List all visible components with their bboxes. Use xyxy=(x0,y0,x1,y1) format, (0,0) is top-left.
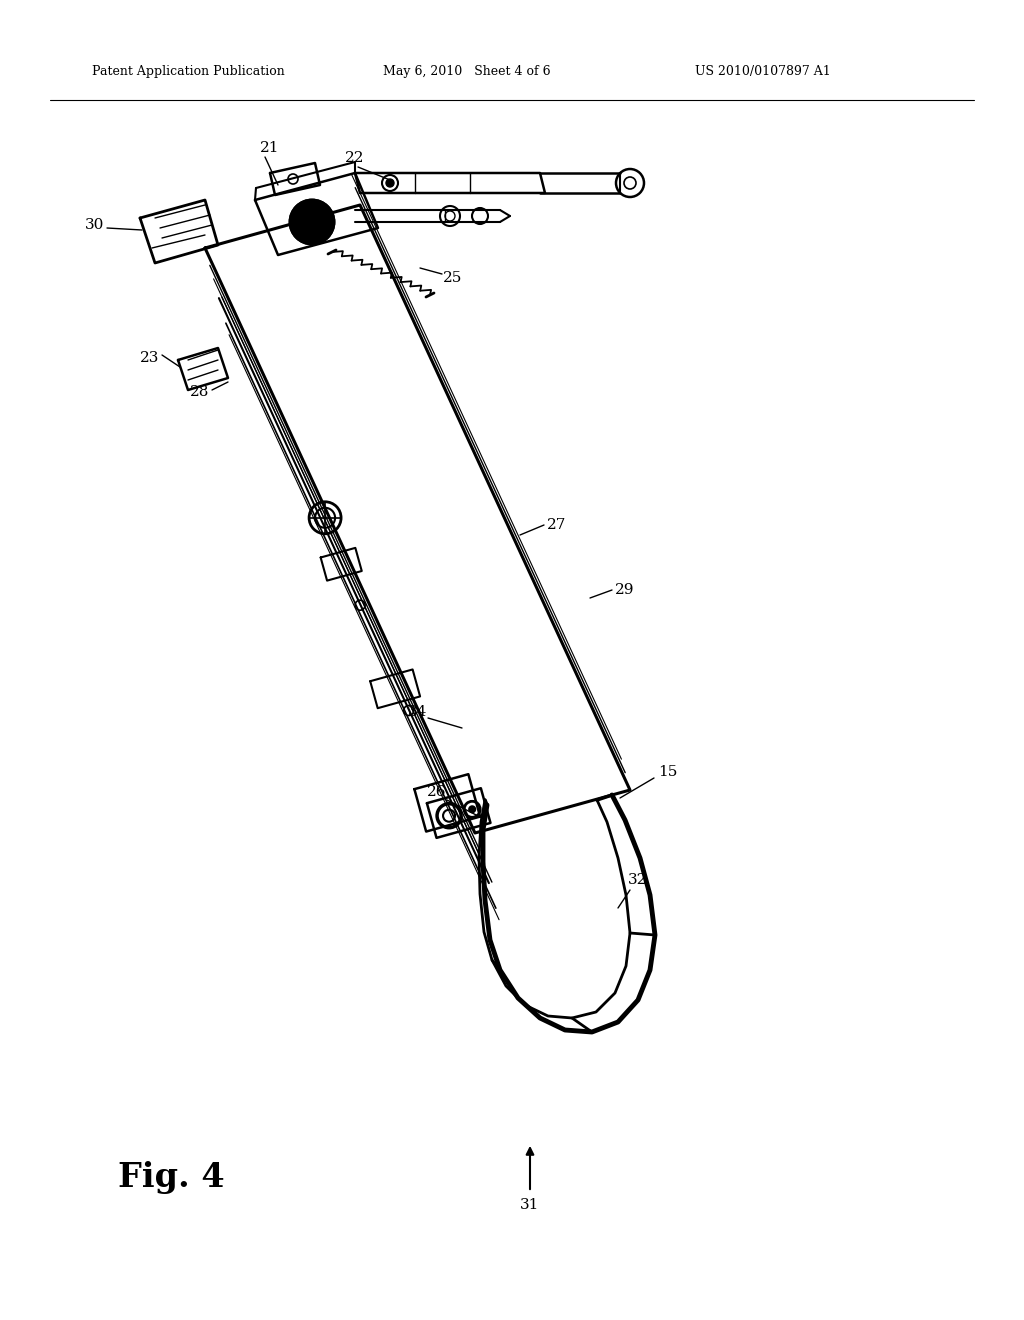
Text: 26: 26 xyxy=(427,785,446,799)
Text: 30: 30 xyxy=(85,218,104,232)
Circle shape xyxy=(469,807,475,812)
Text: 29: 29 xyxy=(615,583,635,597)
Circle shape xyxy=(386,180,394,187)
Circle shape xyxy=(306,216,318,228)
Text: 34: 34 xyxy=(409,705,428,719)
Text: 31: 31 xyxy=(520,1199,540,1212)
Text: 25: 25 xyxy=(443,271,463,285)
Text: May 6, 2010   Sheet 4 of 6: May 6, 2010 Sheet 4 of 6 xyxy=(383,66,551,78)
Text: 23: 23 xyxy=(140,351,160,366)
Text: Patent Application Publication: Patent Application Publication xyxy=(92,66,285,78)
Text: 22: 22 xyxy=(345,150,365,165)
Text: 21: 21 xyxy=(260,141,280,154)
Circle shape xyxy=(290,201,334,244)
Text: 27: 27 xyxy=(547,517,566,532)
Text: 15: 15 xyxy=(658,766,678,779)
Text: US 2010/0107897 A1: US 2010/0107897 A1 xyxy=(695,66,830,78)
Text: 28: 28 xyxy=(190,385,210,399)
Text: 32: 32 xyxy=(629,873,648,887)
Text: Fig. 4: Fig. 4 xyxy=(118,1162,224,1195)
